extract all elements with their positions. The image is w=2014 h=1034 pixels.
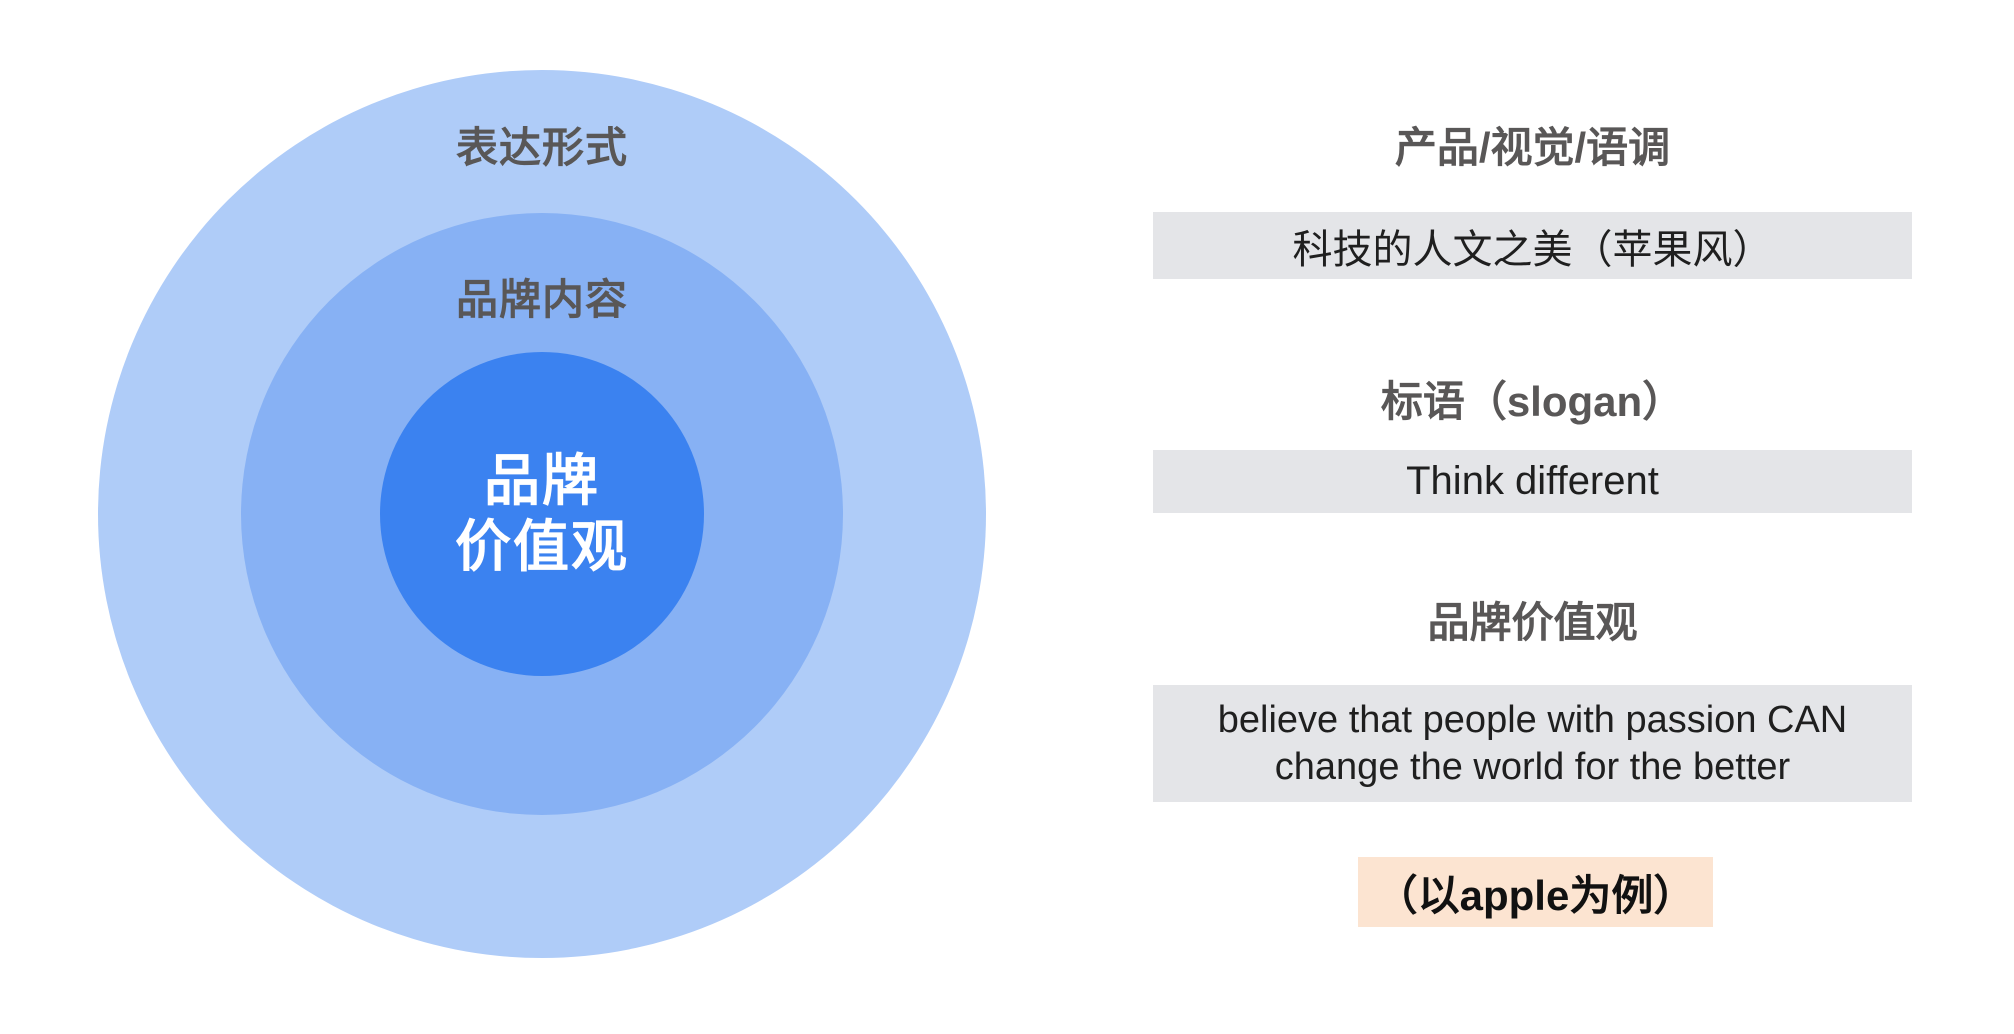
section-product-visual-tone-heading: 产品/视觉/语调 <box>1394 124 1671 171</box>
ring-brand-values-label: 品牌 价值观 <box>455 448 629 578</box>
section-slogan-heading: 标语（slogan） <box>1380 378 1685 425</box>
section-product-visual-tone-value: 科技的人文之美（苹果风） <box>1153 212 1912 279</box>
ring-expression-form-label: 表达形式 <box>455 124 628 171</box>
section-slogan-value: Think different <box>1153 450 1912 513</box>
section-brand-values-heading: 品牌价值观 <box>1427 599 1638 646</box>
ring-brand-content-label: 品牌内容 <box>455 276 628 323</box>
apple-example-footnote: （以apple为例） <box>1358 857 1713 927</box>
section-brand-values-value: believe that people with passion CAN cha… <box>1153 685 1912 802</box>
ring-brand-values: 品牌 价值观 <box>380 352 704 676</box>
